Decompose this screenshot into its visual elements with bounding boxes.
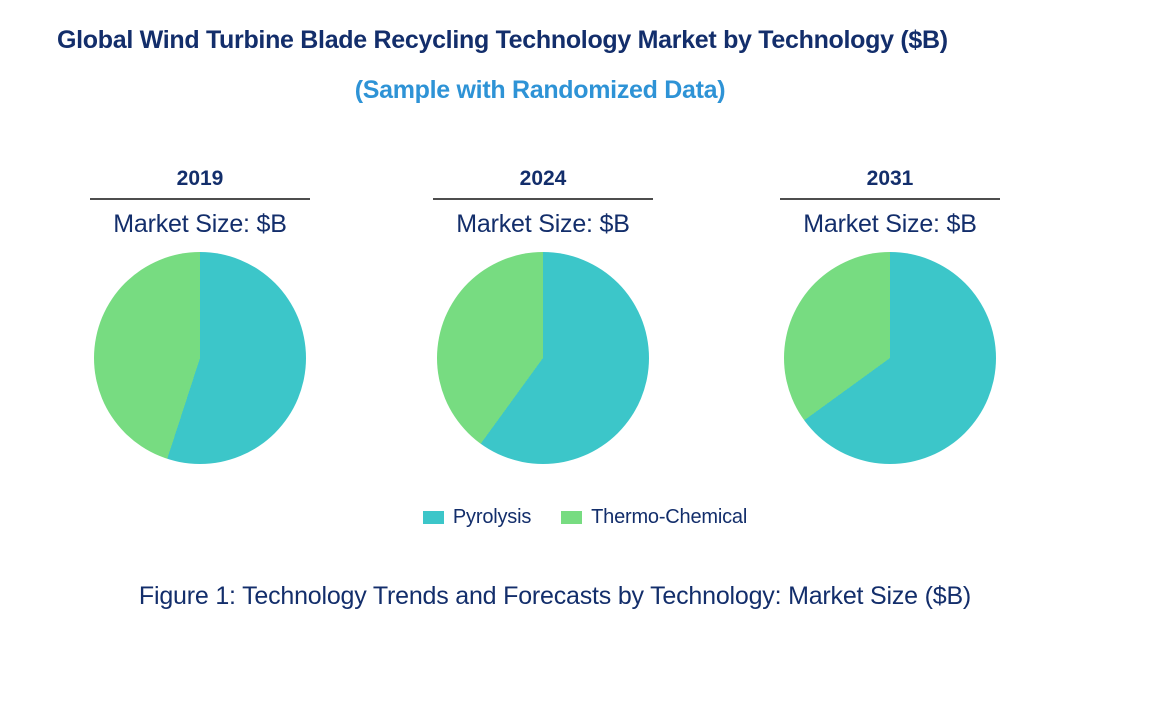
chart-year-heading: 2031 [866,167,914,190]
pie-chart-2031 [784,252,996,464]
market-size-label: Market Size: $B [113,210,287,238]
legend-label: Thermo-Chemical [591,506,748,528]
pie-chart-2019 [94,252,306,464]
chart-column-2031: 2031 Market Size: $B [760,166,1020,464]
heading-divider [780,198,1000,200]
page-subtitle: (Sample with Randomized Data) [354,76,726,104]
chart-legend: Pyrolysis Thermo-Chemical [0,506,1170,529]
legend-label: Pyrolysis [452,506,532,528]
legend-item-pyrolysis: Pyrolysis [422,506,532,529]
market-size-label: Market Size: $B [456,210,630,238]
page-title: Global Wind Turbine Blade Recycling Tech… [57,26,948,54]
pyrolysis-swatch-icon [422,511,444,524]
legend-item-thermo-chemical: Thermo-Chemical [561,506,747,529]
market-size-label: Market Size: $B [803,210,977,238]
heading-divider [433,198,653,200]
thermo-chemical-swatch-icon [561,511,583,524]
chart-year-heading: 2019 [176,167,224,190]
heading-divider [90,198,310,200]
chart-column-2024: 2024 Market Size: $B [413,166,673,464]
pie-chart-2024 [437,252,649,464]
figure-caption: Figure 1: Technology Trends and Forecast… [138,582,972,610]
chart-year-heading: 2024 [519,167,567,190]
chart-column-2019: 2019 Market Size: $B [70,166,330,464]
